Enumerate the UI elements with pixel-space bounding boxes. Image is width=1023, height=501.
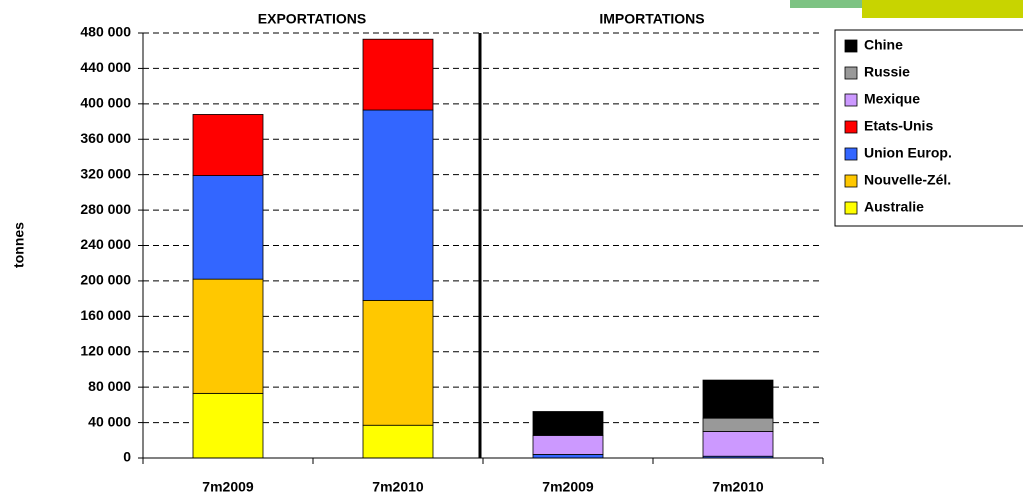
legend-label: Mexique bbox=[864, 91, 920, 107]
bar-segment bbox=[362, 299, 434, 426]
y-tick-label: 320 000 bbox=[80, 165, 131, 181]
y-tick-label: 40 000 bbox=[88, 413, 131, 429]
bar-segment bbox=[532, 411, 604, 436]
y-tick-label: 160 000 bbox=[80, 307, 131, 323]
y-tick-label: 200 000 bbox=[80, 272, 131, 288]
x-tick-label: 7m2010 bbox=[372, 479, 424, 495]
legend-label: Australie bbox=[864, 199, 924, 215]
x-tick-label: 7m2009 bbox=[542, 479, 594, 495]
bar-segment bbox=[702, 417, 774, 432]
legend-label: Russie bbox=[864, 64, 910, 80]
y-tick-label: 0 bbox=[123, 449, 131, 465]
y-tick-label: 440 000 bbox=[80, 59, 131, 75]
bar-segment bbox=[702, 431, 774, 457]
y-axis-label: tonnes bbox=[11, 222, 27, 268]
legend-swatch bbox=[844, 66, 858, 80]
legend-swatch bbox=[844, 120, 858, 134]
y-tick-label: 280 000 bbox=[80, 201, 131, 217]
group-label: EXPORTATIONS bbox=[258, 11, 366, 27]
group-label: IMPORTATIONS bbox=[599, 11, 704, 27]
y-tick-label: 360 000 bbox=[80, 130, 131, 146]
y-tick-label: 240 000 bbox=[80, 236, 131, 252]
y-tick-label: 80 000 bbox=[88, 378, 131, 394]
bar-segment bbox=[362, 109, 434, 301]
bar-segment bbox=[702, 379, 774, 419]
legend-swatch bbox=[844, 174, 858, 188]
bar-segment bbox=[532, 435, 604, 455]
bar-segment bbox=[362, 424, 434, 459]
legend-swatch bbox=[844, 201, 858, 215]
legend-swatch bbox=[844, 39, 858, 53]
legend-label: Etats-Unis bbox=[864, 118, 933, 134]
bar-segment bbox=[192, 175, 264, 280]
legend-box bbox=[834, 29, 1023, 227]
bar-segment bbox=[192, 114, 264, 176]
bar-segment bbox=[362, 38, 434, 111]
legend-label: Chine bbox=[864, 37, 903, 53]
legend-swatch bbox=[844, 147, 858, 161]
legend-label: Nouvelle-Zél. bbox=[864, 172, 951, 188]
decoration bbox=[862, 0, 1023, 18]
x-tick-label: 7m2009 bbox=[202, 479, 254, 495]
legend-swatch bbox=[844, 93, 858, 107]
y-tick-label: 480 000 bbox=[80, 24, 131, 40]
bar-segment bbox=[532, 454, 604, 459]
y-tick-label: 120 000 bbox=[80, 342, 131, 358]
bar-segment bbox=[192, 392, 264, 459]
bar-segment bbox=[192, 278, 264, 394]
y-tick-label: 400 000 bbox=[80, 95, 131, 111]
legend-label: Union Europ. bbox=[864, 145, 952, 161]
x-tick-label: 7m2010 bbox=[712, 479, 764, 495]
